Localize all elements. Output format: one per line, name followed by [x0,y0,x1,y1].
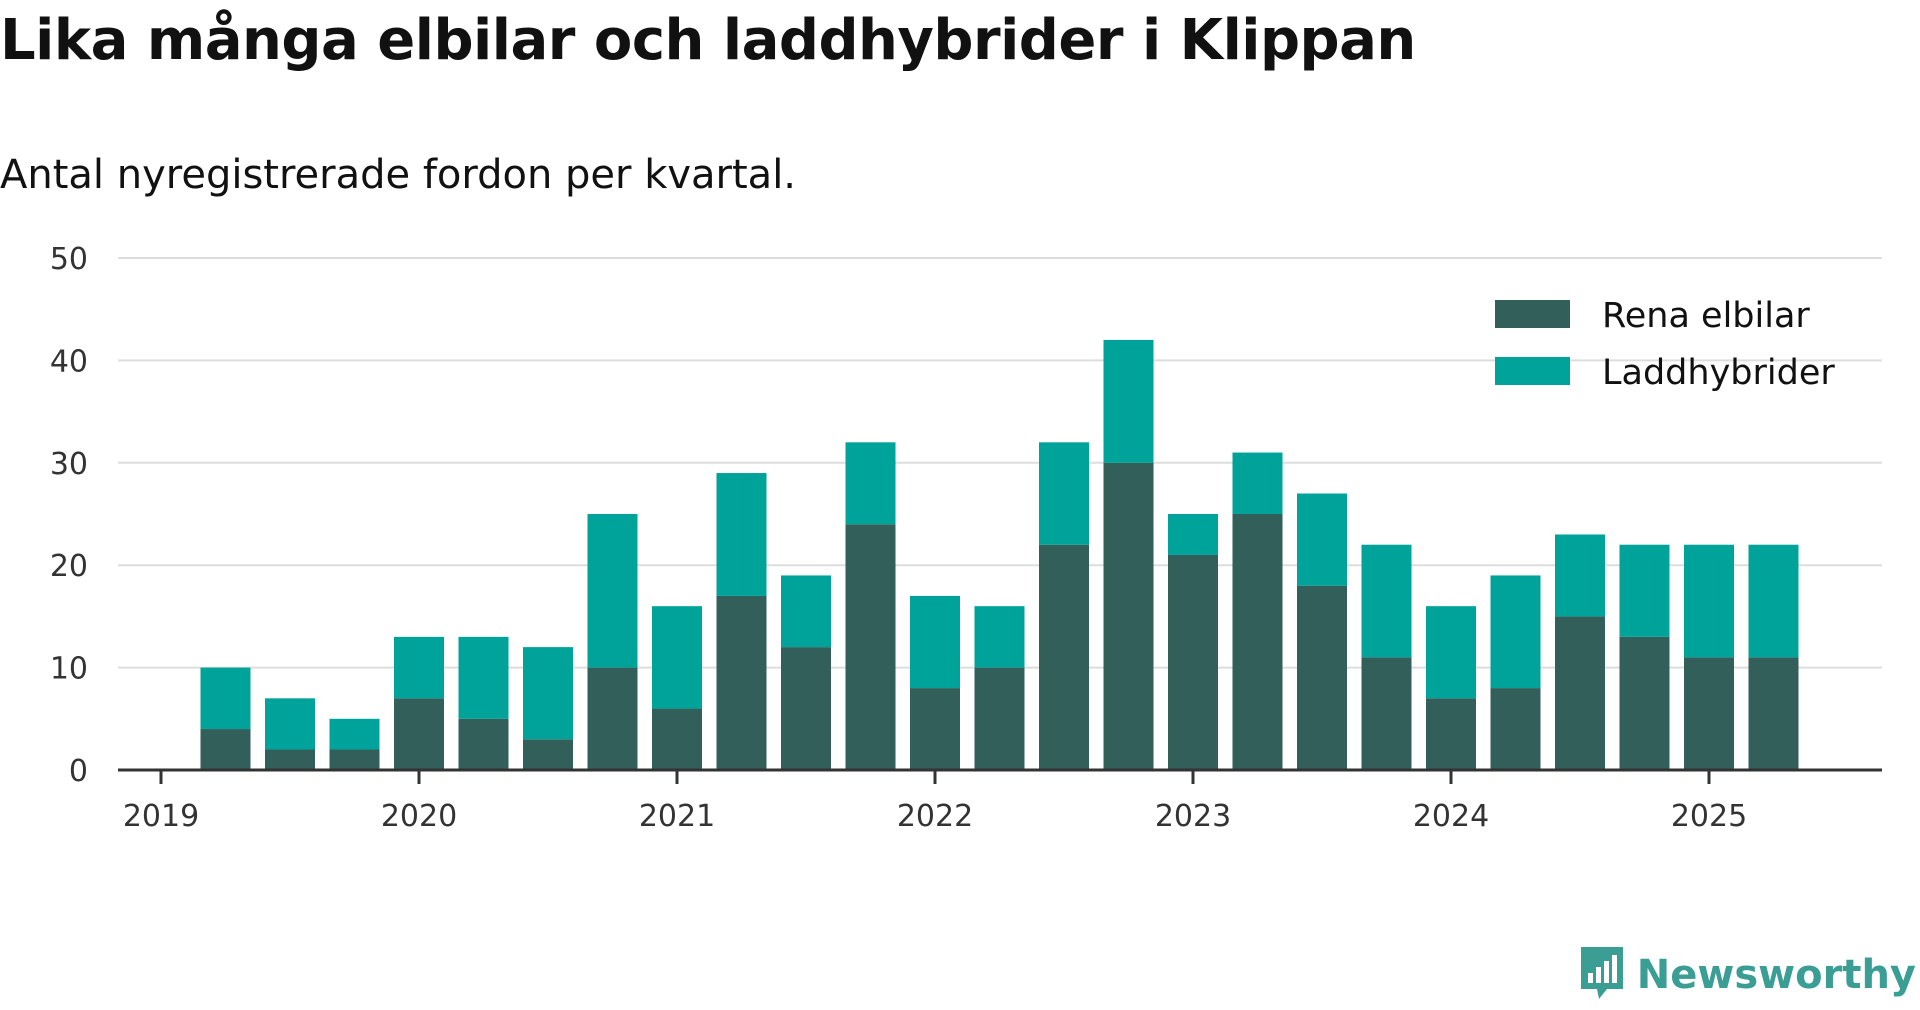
bar-laddhybrider [1619,544,1670,637]
bar-laddhybrider [329,718,380,750]
bar-laddhybrider [781,575,831,648]
bar-rena-elbilar [1232,514,1283,770]
bar-rena-elbilar [1297,585,1347,770]
bar-laddhybrider [652,606,702,709]
bar-laddhybrider [587,514,638,668]
bar-laddhybrider [974,606,1025,668]
bar-laddhybrider [1555,534,1605,617]
legend-label: Rena elbilar [1602,296,1810,336]
x-tick-label: 2020 [381,799,457,834]
legend-swatch [1495,300,1570,328]
bar-laddhybrider [1748,544,1799,658]
brand-name: Newsworthy [1636,952,1916,998]
bar-laddhybrider [200,667,251,730]
bar-laddhybrider [523,647,573,740]
y-tick-label: 50 [50,242,88,277]
bar-rena-elbilar [781,647,831,770]
bar-rena-elbilar [523,739,573,770]
legend-swatch [1495,357,1570,385]
x-tick-label: 2023 [1155,799,1231,834]
bar-laddhybrider [910,595,960,689]
x-tick-label: 2022 [897,799,973,834]
bar-laddhybrider [1361,544,1412,658]
bar-laddhybrider [1103,339,1154,463]
bar-laddhybrider [1426,606,1476,699]
bar-laddhybrider [1039,442,1089,545]
bar-laddhybrider [1684,544,1734,658]
bar-rena-elbilar [1490,688,1541,770]
bar-rena-elbilar [1361,657,1412,770]
bar-rena-elbilar [200,729,251,770]
bar-laddhybrider [716,473,767,596]
bar-laddhybrider [1297,493,1347,586]
bar-rena-elbilar [910,688,960,770]
bar-rena-elbilar [265,749,315,770]
y-tick-label: 30 [50,447,88,482]
y-tick-label: 40 [50,344,88,379]
bar-rena-elbilar [458,718,509,770]
bar-laddhybrider [394,636,444,699]
bar-rena-elbilar [1039,544,1089,770]
legend-label: Laddhybrider [1602,353,1835,393]
chart-subtitle: Antal nyregistrerade fordon per kvartal. [0,152,797,198]
axes: 0 10 20 30 40 50 2019 2020 2021 2022 2023 2024 2025 [50,242,1882,834]
brand-logo: Newsworthy [1577,940,1916,1010]
bar-laddhybrider [1232,452,1283,514]
y-tick-label: 20 [50,549,88,584]
bar-rena-elbilar [716,595,767,770]
bar-laddhybrider [1490,575,1541,689]
bar-rena-elbilar [394,698,444,770]
y-tick-label: 10 [50,652,88,687]
bar-laddhybrider [1168,514,1218,555]
legend: Rena elbilar Laddhybrider [1495,296,1835,393]
bar-rena-elbilar [1426,698,1476,770]
bar-laddhybrider [458,636,509,719]
x-tick-label: 2021 [639,799,715,834]
newsworthy-logo-icon [1577,943,1627,1007]
x-tick-label: 2025 [1671,799,1747,834]
bar-laddhybrider [265,698,315,750]
y-tick-label: 0 [69,754,88,789]
chart-title: Lika många elbilar och laddhybrider i Kl… [0,8,1416,73]
x-tick-label: 2024 [1413,799,1489,834]
bar-rena-elbilar [1748,657,1799,770]
bar-rena-elbilar [587,667,638,770]
bar-laddhybrider [845,442,896,525]
bar-rena-elbilar [1684,657,1734,770]
bar-rena-elbilar [652,708,702,770]
bar-rena-elbilar [1103,462,1154,770]
bar-rena-elbilar [1555,616,1605,770]
bar-rena-elbilar [1619,636,1670,770]
bar-rena-elbilar [845,524,896,770]
bar-rena-elbilar [329,749,380,770]
bars [200,339,1799,770]
bar-rena-elbilar [974,667,1025,770]
bar-rena-elbilar [1168,554,1218,770]
x-tick-label: 2019 [123,799,199,834]
